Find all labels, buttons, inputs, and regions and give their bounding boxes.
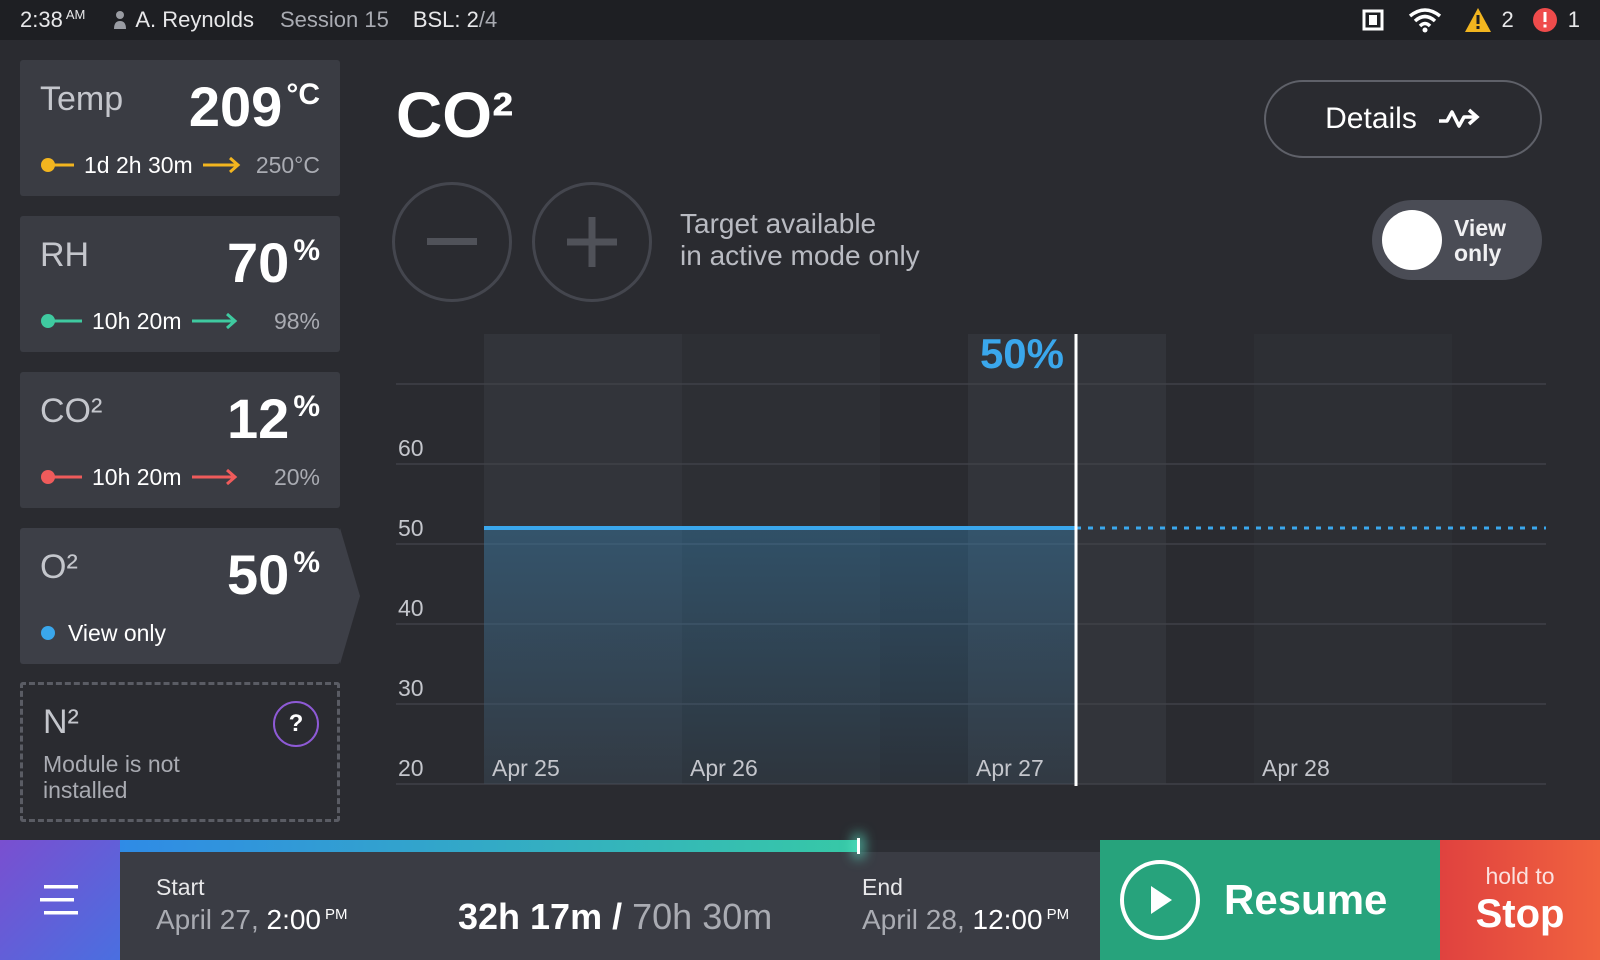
co2-value: 12% — [227, 387, 320, 450]
ramp-start-icon — [41, 470, 82, 484]
end-label: End — [862, 874, 903, 900]
y-tick-label: 30 — [398, 675, 424, 701]
user-name: A. Reynolds — [135, 7, 254, 32]
temp-duration: 1d 2h 30m — [84, 151, 193, 178]
arrow-right-icon — [191, 469, 237, 485]
toggle-knob — [1382, 210, 1442, 270]
end-datetime: April 28, 12:00 PM — [862, 904, 1070, 935]
n2-message: Module is not installed — [43, 751, 180, 803]
x-tick-label: Apr 27 — [976, 755, 1044, 781]
error-count: 1 — [1567, 7, 1580, 32]
temp-card[interactable]: Temp 209 °C 1d 2h 30m 250°C — [20, 60, 340, 196]
co2-ramp: 10h 20m 20% — [40, 464, 320, 490]
view-only-toggle[interactable]: View only — [1372, 200, 1542, 280]
increase-button[interactable] — [532, 182, 652, 302]
y-tick-label: 20 — [398, 755, 424, 781]
ramp-start-icon — [41, 314, 82, 328]
decrease-button[interactable] — [392, 182, 512, 302]
temp-target: 250°C — [255, 151, 320, 178]
n2-card: N² Module is not installed ? — [20, 682, 340, 822]
user-indicator[interactable]: A. Reynolds — [113, 7, 254, 33]
co2-card[interactable]: CO² 12% 10h 20m 20% — [20, 372, 340, 508]
ramp-start-icon — [41, 158, 74, 172]
warning-icon[interactable] — [1464, 7, 1492, 33]
area-fill — [484, 528, 1076, 784]
arrow-right-icon — [202, 157, 240, 173]
rh-ramp: 10h 20m 98% — [40, 308, 320, 334]
help-button[interactable]: ? — [273, 701, 319, 747]
co2-name: CO² — [40, 392, 103, 430]
trend-arrow-icon — [1438, 108, 1480, 128]
plus-icon — [567, 217, 617, 267]
page-title: CO² — [396, 79, 514, 151]
co2-target: 20% — [273, 463, 320, 490]
x-tick-label: Apr 25 — [492, 755, 560, 781]
stop-hint: hold to — [1485, 863, 1555, 889]
rh-name: RH — [40, 236, 90, 274]
rh-value: 70% — [227, 231, 320, 294]
hamburger-icon — [40, 885, 78, 915]
o2-status-label: View only — [68, 619, 167, 646]
temp-value: 209 °C — [188, 75, 320, 138]
current-value-label: 50% — [980, 330, 1064, 377]
menu-button[interactable] — [0, 840, 120, 960]
n2-name: N² — [43, 703, 79, 741]
wifi-icon[interactable] — [1408, 7, 1442, 33]
details-button[interactable]: Details — [1264, 80, 1542, 158]
minus-icon — [427, 238, 477, 245]
status-bar: 2:38 AM A. Reynolds Session 15 BSL: 2/4 2… — [0, 0, 1600, 40]
progress-fill — [120, 840, 859, 852]
o2-card[interactable]: O² 50% View only — [20, 528, 360, 664]
o2-name: O² — [40, 548, 78, 586]
o2-status: View only — [40, 620, 320, 646]
session-label: Session 15 — [279, 7, 389, 32]
resume-button[interactable]: Resume — [1100, 840, 1440, 960]
warning-count: 2 — [1501, 7, 1514, 32]
x-tick-label: Apr 26 — [690, 755, 758, 781]
y-tick-label: 40 — [398, 595, 424, 621]
elapsed-time: 32h 17m / 70h 30m — [458, 896, 773, 937]
clock: 2:38 AM — [20, 7, 86, 32]
play-icon — [1120, 860, 1200, 940]
temp-ramp: 1d 2h 30m 250°C — [40, 152, 320, 178]
day-band — [1254, 334, 1452, 784]
rh-card[interactable]: RH 70% 10h 20m 98% — [20, 216, 340, 352]
progress-marker — [856, 838, 860, 854]
stop-label: Stop — [1475, 892, 1565, 936]
co2-duration: 10h 20m — [92, 463, 182, 490]
arrow-right-icon — [191, 313, 237, 329]
rh-target: 98% — [273, 307, 320, 334]
details-label: Details — [1325, 102, 1417, 135]
progress-bar — [120, 838, 1100, 854]
stop-button[interactable]: hold to Stop — [1440, 840, 1600, 960]
user-icon — [114, 11, 127, 29]
status-dot-icon — [41, 626, 55, 640]
start-label: Start — [156, 874, 205, 900]
co2-chart[interactable]: 50% 20 30 40 50 60 Apr 25 Apr 26 Apr 27 Apr 28 — [396, 330, 1546, 790]
window-icon[interactable] — [1362, 9, 1384, 31]
temp-name: Temp — [40, 80, 124, 118]
y-tick-label: 60 — [398, 435, 424, 461]
start-datetime: April 27, 2:00 PM — [156, 904, 348, 935]
toggle-label: View only — [1454, 215, 1506, 266]
x-tick-label: Apr 28 — [1262, 755, 1330, 781]
resume-label: Resume — [1224, 876, 1388, 923]
bsl-level: BSL: 2/4 — [412, 7, 498, 32]
y-tick-label: 50 — [398, 515, 424, 541]
o2-value: 50% — [227, 543, 320, 606]
target-note: Target available in active mode only — [680, 208, 920, 271]
bottom-bar: Start April 27, 2:00 PM 32h 17m / 70h 30m… — [0, 838, 1600, 960]
error-icon[interactable] — [1532, 7, 1558, 33]
rh-duration: 10h 20m — [92, 307, 182, 334]
